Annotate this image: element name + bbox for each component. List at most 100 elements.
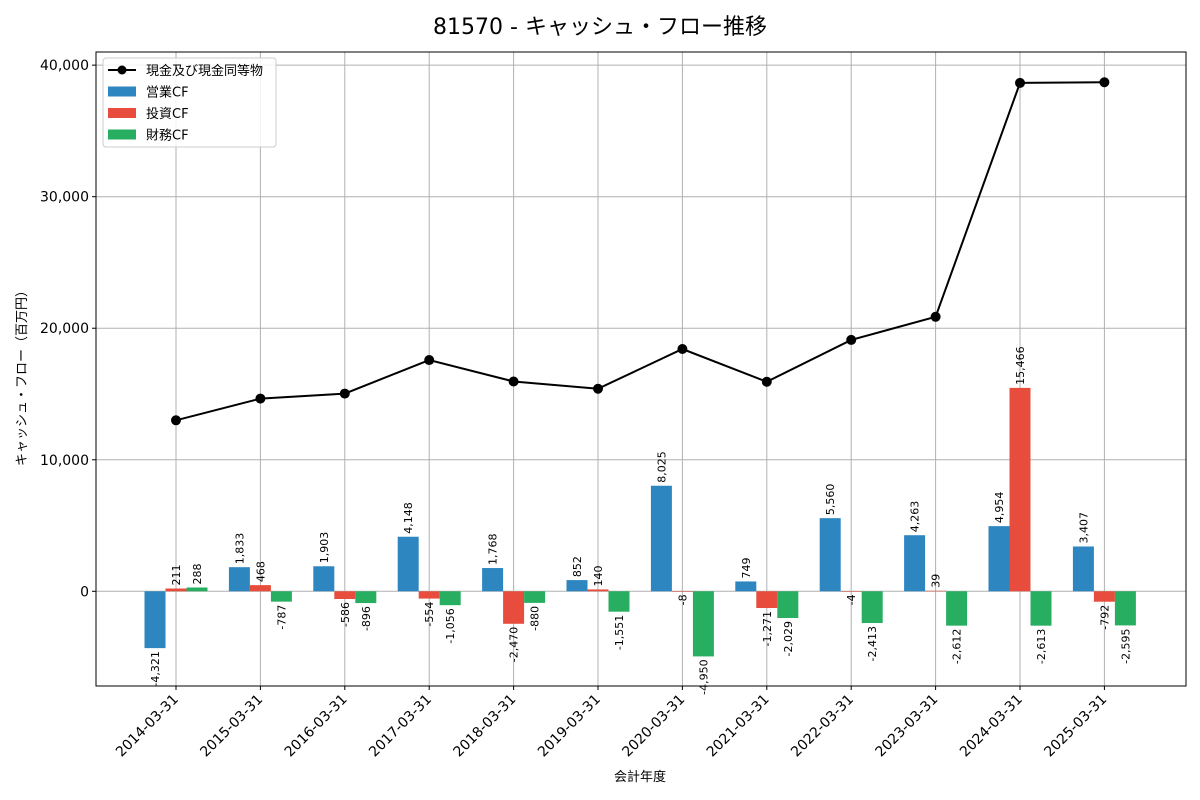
bar [1114, 591, 1136, 626]
bar-value-label: -4 [845, 594, 858, 605]
legend-swatch [108, 108, 136, 118]
bar-value-label: -896 [360, 606, 373, 631]
cash-point [930, 311, 941, 322]
bar-value-label: 1,833 [233, 533, 246, 565]
bar [439, 591, 461, 606]
bar [861, 591, 883, 624]
grid-layer [96, 52, 1186, 686]
bar [313, 566, 335, 592]
bar-value-label: -792 [1098, 605, 1111, 630]
bar-value-label: -586 [339, 602, 352, 627]
bars-layer [144, 387, 1136, 657]
bar [1093, 591, 1115, 602]
bar-value-label: 4,148 [402, 502, 415, 534]
bar-value-label: 4,954 [993, 492, 1006, 524]
cash-point [677, 344, 688, 355]
y-tick-label: 40,000 [40, 58, 89, 74]
bar [608, 591, 630, 612]
cash-point [593, 383, 603, 394]
bar-value-label: 852 [571, 556, 584, 577]
bar-value-label: 3,407 [1077, 512, 1090, 544]
x-tick-label: 2023-03-31 [873, 692, 942, 761]
bar-value-label: -2,612 [951, 629, 964, 664]
bar-value-label: -4,321 [149, 651, 162, 686]
x-tick-label: 2014-03-31 [113, 692, 182, 761]
bar [418, 591, 440, 599]
bar-value-label: -8 [676, 594, 689, 605]
bar [587, 589, 609, 592]
bar [840, 591, 862, 592]
bar-value-label: 211 [170, 565, 183, 586]
x-tick-label: 2018-03-31 [451, 692, 520, 761]
bar [650, 485, 672, 592]
bar-value-label: 8,025 [655, 451, 668, 483]
cash-point [339, 388, 350, 399]
legend-label: 財務CF [146, 129, 189, 144]
bar-value-label: -1,056 [444, 608, 457, 643]
cash-point [1015, 77, 1025, 88]
cash-point [424, 355, 435, 366]
bar [482, 568, 504, 592]
bar [334, 591, 356, 600]
legend-swatch [108, 129, 136, 140]
bar-value-label: -2,029 [782, 621, 795, 656]
bar [249, 585, 271, 592]
cash-point [255, 393, 266, 404]
bar-value-label: -787 [275, 605, 288, 630]
bar-value-label: 749 [740, 557, 753, 578]
bar-value-label: -2,595 [1119, 628, 1132, 663]
y-tick-label: 20,000 [40, 321, 89, 337]
x-tick-label: 2025-03-31 [1041, 692, 1110, 761]
legend-marker [117, 65, 127, 75]
cash-point [508, 376, 519, 387]
legend-label: 投資CF [146, 106, 189, 122]
bar [777, 591, 799, 618]
bar [1072, 546, 1094, 592]
plot-frame [95, 51, 1187, 687]
bar [144, 591, 166, 649]
bar-value-label: 468 [254, 561, 267, 582]
bar-value-label: 4,263 [909, 501, 922, 533]
x-tick-label: 2017-03-31 [366, 692, 435, 761]
bar-value-label: -1,271 [761, 611, 774, 646]
bar-value-label: 1,903 [318, 532, 331, 564]
bar [270, 591, 292, 602]
bar [671, 591, 693, 592]
bar [165, 588, 187, 592]
cash-point [846, 334, 857, 345]
bar-value-label: 288 [191, 564, 204, 585]
bar-value-label: -2,413 [866, 626, 879, 661]
cash-point [1099, 77, 1110, 88]
y-tick-label: 10,000 [40, 453, 89, 469]
bar [228, 567, 250, 592]
bar [904, 535, 926, 592]
x-tick-label: 2016-03-31 [282, 692, 351, 761]
y-tick-label: 0 [80, 584, 89, 600]
bar [756, 591, 778, 609]
bar [1009, 387, 1031, 592]
cash-line [175, 81, 1105, 422]
bar [925, 590, 947, 592]
bar-value-label: -2,613 [1035, 629, 1048, 664]
bar [692, 591, 714, 657]
bar [355, 591, 377, 604]
y-axis-title: キャッシュ・フロー（百万円） [15, 284, 30, 466]
bar [735, 581, 757, 592]
bar [566, 580, 588, 592]
cash-point [171, 415, 181, 426]
bar-value-label: -1,551 [613, 615, 626, 650]
bar-value-label: 1,768 [487, 534, 500, 566]
bar-value-label: 15,466 [1014, 346, 1027, 385]
chart-title: 81570 - キャッシュ・フロー推移 [433, 15, 767, 40]
bar [503, 591, 525, 624]
bar [946, 591, 968, 626]
bar [186, 587, 208, 592]
bar-value-label: 5,560 [824, 484, 837, 516]
line-layer [171, 77, 1110, 426]
bar-value-label: 140 [592, 565, 605, 586]
legend-label: 営業CF [146, 85, 189, 101]
legend-box [102, 57, 277, 148]
x-axis-title: 会計年度 [614, 769, 666, 785]
bar-value-label: 39 [930, 574, 943, 588]
